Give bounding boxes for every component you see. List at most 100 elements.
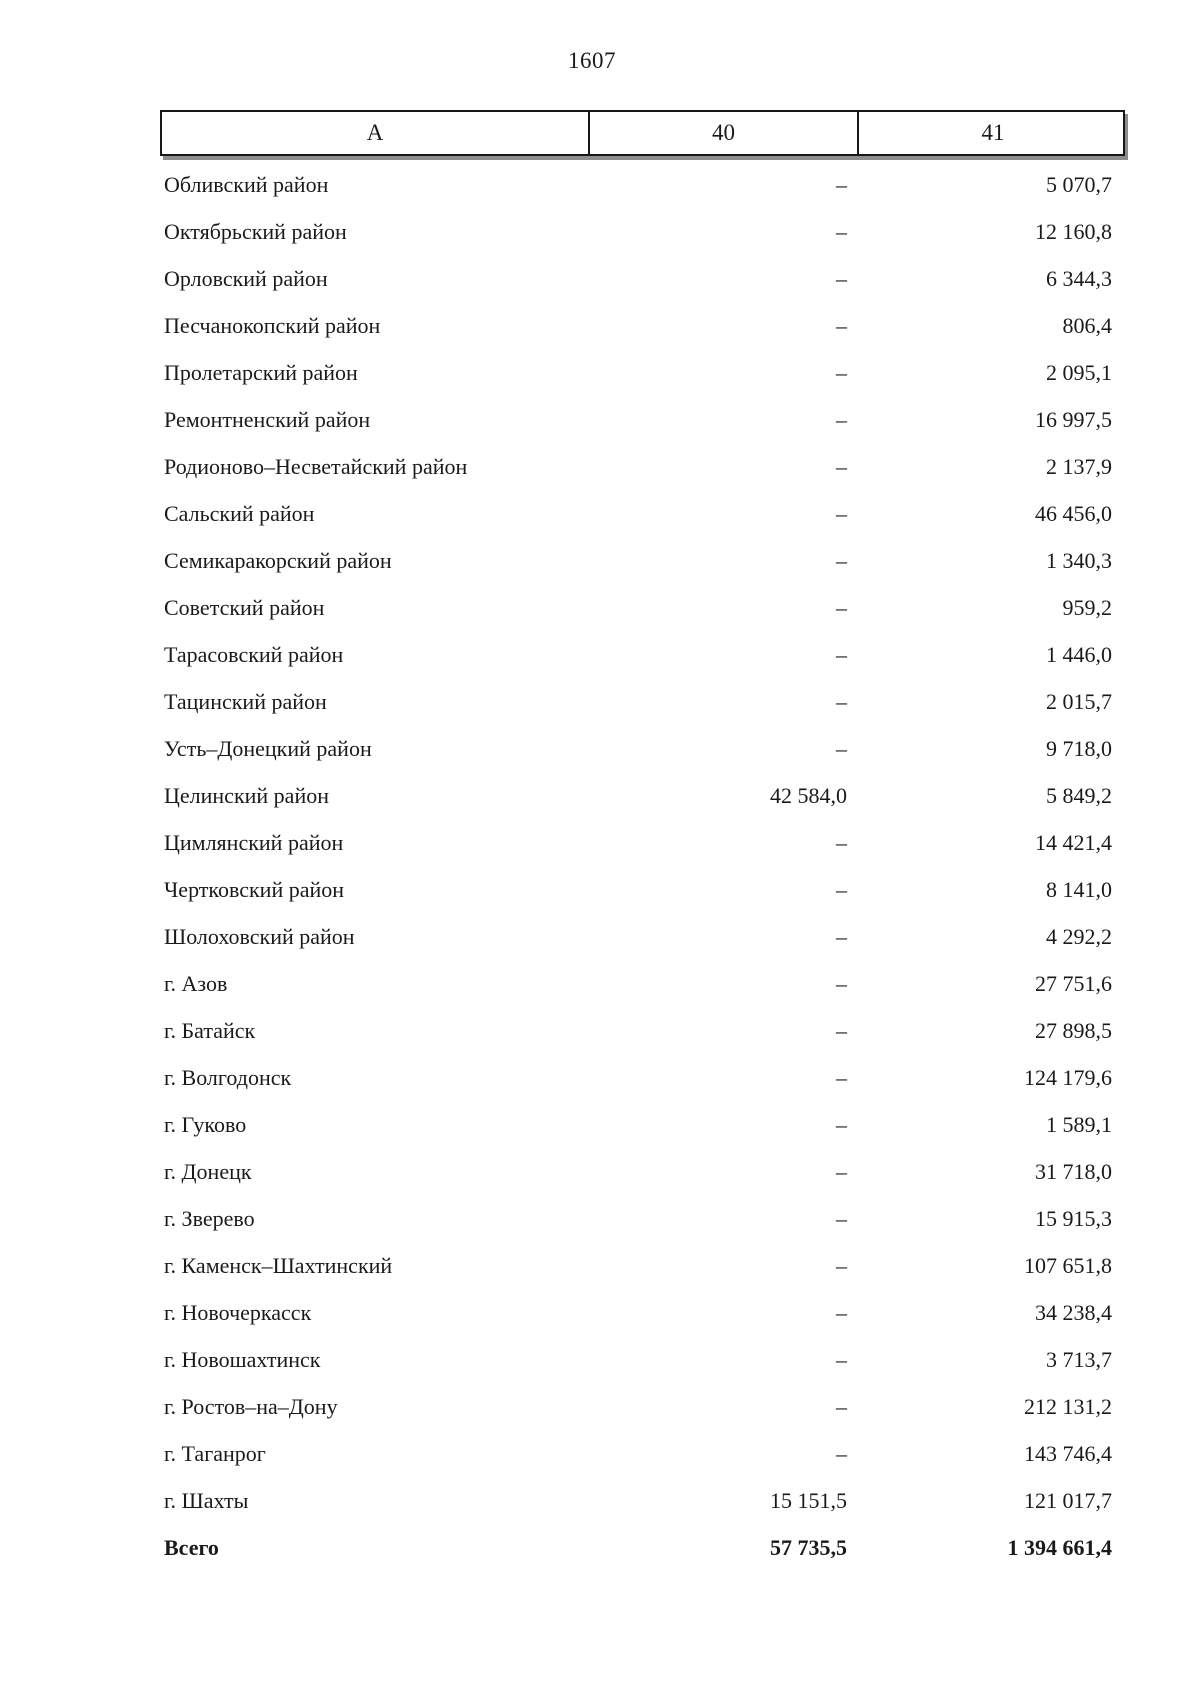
col41-value: 46 456,0: [1035, 500, 1112, 526]
col40-value: –: [836, 406, 847, 432]
col40-value: –: [836, 1299, 847, 1325]
row-label: г. Шахты: [164, 1487, 249, 1513]
table-row: Семикаракорский район – 1 340,3: [160, 537, 1125, 584]
col40-value: –: [836, 1205, 847, 1231]
row-label: г. Гуково: [164, 1111, 247, 1137]
col41-value: 9 718,0: [1046, 735, 1112, 761]
col40-value: –: [836, 1111, 847, 1137]
row-label: Семикаракорский район: [164, 547, 392, 573]
col40-value: –: [836, 876, 847, 902]
col41-value: 5 070,7: [1046, 171, 1112, 197]
col40-value: –: [836, 500, 847, 526]
col41-value: 34 238,4: [1035, 1299, 1112, 1325]
row-label: г. Таганрог: [164, 1440, 266, 1466]
table-header-row: А 40 41: [160, 110, 1125, 156]
col40-value: 57 735,5: [770, 1534, 847, 1560]
table-row: Обливский район – 5 070,7: [160, 161, 1125, 208]
col41-value: 124 179,6: [1024, 1064, 1112, 1090]
column-header-a: А: [366, 120, 384, 145]
row-label: г. Донецк: [164, 1158, 252, 1184]
col40-value: –: [836, 1064, 847, 1090]
table-row: Тарасовский район – 1 446,0: [160, 631, 1125, 678]
row-label: г. Новошахтинск: [164, 1346, 321, 1372]
col41-value: 2 137,9: [1046, 453, 1112, 479]
table-row: Орловский район – 6 344,3: [160, 255, 1125, 302]
table-row: г. Новочеркасск – 34 238,4: [160, 1289, 1125, 1336]
table-row: г. Азов – 27 751,6: [160, 960, 1125, 1007]
row-label: Чертковский район: [164, 876, 345, 902]
col40-value: –: [836, 1158, 847, 1184]
table-row: Чертковский район – 8 141,0: [160, 866, 1125, 913]
table-row: г. Батайск – 27 898,5: [160, 1007, 1125, 1054]
col41-value: 16 997,5: [1035, 406, 1112, 432]
row-label: Октябрьский район: [164, 218, 347, 244]
col40-value: –: [836, 594, 847, 620]
col40-value: –: [836, 970, 847, 996]
col40-value: –: [836, 1440, 847, 1466]
row-label: Всего: [164, 1534, 219, 1560]
col41-value: 121 017,7: [1024, 1487, 1112, 1513]
col41-value: 1 394 661,4: [1007, 1534, 1113, 1560]
row-label: Песчанокопский район: [164, 312, 381, 338]
col41-value: 2 015,7: [1046, 688, 1112, 714]
col41-value: 959,2: [1062, 594, 1113, 620]
page-number: 1607: [568, 48, 616, 73]
table-row: г. Донецк – 31 718,0: [160, 1148, 1125, 1195]
table-row: Шолоховский район – 4 292,2: [160, 913, 1125, 960]
data-table: А 40 41 Обливский район – 5 070,7 Октябр…: [160, 110, 1125, 1571]
row-label: г. Волгодонск: [164, 1064, 292, 1090]
col40-value: –: [836, 923, 847, 949]
col41-value: 27 898,5: [1035, 1017, 1112, 1043]
row-label: Родионово–Несветайский район: [164, 453, 468, 479]
col41-value: 27 751,6: [1035, 970, 1112, 996]
col41-value: 5 849,2: [1046, 782, 1112, 808]
row-label: Усть–Донецкий район: [164, 735, 372, 761]
row-label: г. Батайск: [164, 1017, 256, 1043]
col41-value: 107 651,8: [1024, 1252, 1112, 1278]
col41-value: 14 421,4: [1035, 829, 1112, 855]
table-row: Песчанокопский район – 806,4: [160, 302, 1125, 349]
col40-value: –: [836, 547, 847, 573]
row-label: г. Каменск–Шахтинский: [164, 1252, 393, 1278]
row-label: Обливский район: [164, 171, 329, 197]
table-row: г. Волгодонск – 124 179,6: [160, 1054, 1125, 1101]
column-header-41: 41: [857, 112, 1127, 154]
col40-value: –: [836, 218, 847, 244]
table-row: г. Каменск–Шахтинский – 107 651,8: [160, 1242, 1125, 1289]
col41-value: 143 746,4: [1024, 1440, 1112, 1466]
table-row: Целинский район 42 584,0 5 849,2: [160, 772, 1125, 819]
row-label: Тацинский район: [164, 688, 327, 714]
row-label: Целинский район: [164, 782, 329, 808]
row-label: Орловский район: [164, 265, 328, 291]
row-label: г. Азов: [164, 970, 228, 996]
col41-value: 31 718,0: [1035, 1158, 1112, 1184]
table-row: г. Шахты 15 151,5 121 017,7: [160, 1477, 1125, 1524]
col40-value: –: [836, 312, 847, 338]
col41-value: 2 095,1: [1046, 359, 1112, 385]
col41-value: 806,4: [1062, 312, 1113, 338]
col41-value: 1 589,1: [1046, 1111, 1112, 1137]
table-row: г. Таганрог – 143 746,4: [160, 1430, 1125, 1477]
col40-value: –: [836, 265, 847, 291]
col41-value: 8 141,0: [1046, 876, 1112, 902]
table-row: Усть–Донецкий район – 9 718,0: [160, 725, 1125, 772]
col40-value: –: [836, 359, 847, 385]
table-row: Цимлянский район – 14 421,4: [160, 819, 1125, 866]
row-label: Ремонтненский район: [164, 406, 371, 432]
col41-value: 1 446,0: [1046, 641, 1112, 667]
col40-value: –: [836, 171, 847, 197]
column-header-40: 40: [588, 112, 857, 154]
table-row: Всего 57 735,5 1 394 661,4: [160, 1524, 1125, 1571]
row-label: г. Новочеркасск: [164, 1299, 312, 1325]
table-body: Обливский район – 5 070,7 Октябрьский ра…: [160, 156, 1125, 1571]
row-label: Цимлянский район: [164, 829, 344, 855]
table-row: г. Новошахтинск – 3 713,7: [160, 1336, 1125, 1383]
col40-value: –: [836, 641, 847, 667]
row-label: Тарасовский район: [164, 641, 344, 667]
col40-value: –: [836, 1393, 847, 1419]
row-label: г. Ростов–на–Дону: [164, 1393, 338, 1419]
table-row: Пролетарский район – 2 095,1: [160, 349, 1125, 396]
col40-value: –: [836, 1017, 847, 1043]
col41-value: 212 131,2: [1024, 1393, 1112, 1419]
col40-value: –: [836, 453, 847, 479]
